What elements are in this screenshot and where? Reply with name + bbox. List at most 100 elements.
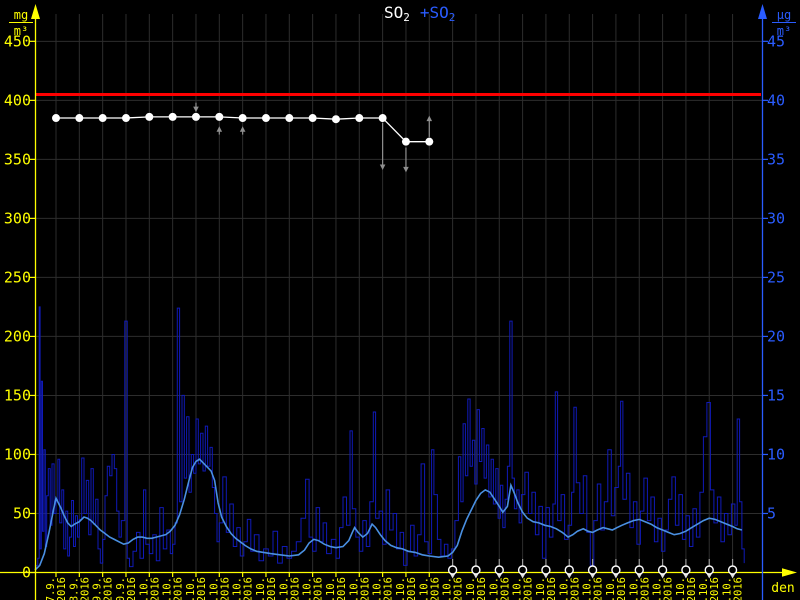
left-tick-label: 450 [4,32,31,50]
series-so2-daily-marker [75,114,84,123]
series-so2-daily-marker [425,137,434,146]
x-date-label: 1.10. [138,577,150,600]
x-year-label: 2016 [196,577,208,600]
right-axis-arrow [758,4,767,19]
x-date-label: 7.10. [278,577,290,600]
right-axis-unit: µg m³ [772,8,796,38]
axis-flag-circle [517,565,528,575]
chart-layers: 4504003503002502001501005004540353025201… [0,4,797,600]
marker-arrow-head [193,106,199,113]
x-year-label: 2016 [313,577,325,600]
right-unit-numerator: µg [777,8,791,22]
x-year-label: 2016 [56,577,68,600]
series-so2-hourly [34,306,745,570]
x-date-label: 17.10. [512,577,524,600]
right-tick-label: 5 [767,504,776,522]
left-axis-arrow [31,4,40,19]
axis-flag-circle [587,565,598,575]
marker-arrow-head [239,126,246,132]
x-year-label: 2016 [429,577,441,600]
axis-flag-arrow [660,574,666,579]
series-so2-daily-marker [308,114,317,123]
axis-flag-arrow [473,574,479,579]
x-date-label: 13.10. [418,577,430,600]
x-date-label: 23.10. [652,577,664,600]
title-series2: +SO [420,3,449,22]
x-date-label: 27.9. [45,577,57,600]
x-year-label: 2016 [476,577,488,600]
x-date-label: 24.10. [675,577,687,600]
right-tick-label: 40 [767,91,785,109]
series-so2-daily-marker [331,115,340,124]
axis-flag-circle [704,565,714,575]
x-year-label: 2016 [709,577,721,600]
marker-arrow-head [403,166,409,173]
x-year-label: 2016 [383,577,395,600]
x-year-label: 2016 [663,577,675,600]
series-so2-daily-marker [238,114,247,123]
x-date-label: 28.9. [68,577,80,600]
x-year-label: 2016 [453,577,465,600]
left-tick-label: 100 [4,445,31,463]
marker-arrow-head [379,164,386,170]
series-so2-daily-marker [378,114,387,123]
x-axis-arrow [782,568,797,577]
series-so2-daily-marker [215,112,224,121]
left-unit-numerator: mg [14,8,28,22]
series-so2-daily-marker [285,114,294,123]
axis-flag-circle [657,565,668,575]
x-year-label: 2016 [219,577,231,600]
x-date-label: 20.10. [582,577,594,600]
right-tick-label: 35 [767,150,785,168]
axis-flag-circle [471,565,481,575]
x-date-label: 16.10. [488,577,500,600]
axis-flag-circle [494,565,504,575]
axis-flag-arrow [613,574,619,579]
x-date-label: 29.9. [92,577,104,600]
chart-title: SO2 +SO2 [384,3,455,24]
x-year-label: 2016 [103,577,115,600]
x-year-label: 2016 [569,577,581,600]
x-year-label: 2016 [546,577,558,600]
left-tick-label: 250 [4,268,31,286]
x-date-label: 10.10. [348,577,360,600]
right-tick-label: 30 [767,209,785,227]
right-tick-label: 15 [767,386,785,404]
right-tick-label: 25 [767,268,785,286]
left-tick-label: 0 [22,564,31,582]
left-axis-unit: mg m³ [9,8,33,38]
axis-flag-circle [727,565,738,575]
left-tick-label: 150 [4,386,31,404]
axis-flag-arrow [590,574,596,579]
x-year-label: 2016 [149,577,161,600]
series-so2-daily-marker [401,137,410,146]
series-so2-daily-marker [191,112,200,121]
x-year-label: 2016 [336,577,348,600]
axis-flag-circle [447,565,458,575]
x-date-label: 26.10. [722,577,734,600]
x-date-label: 8.10. [302,577,314,600]
axis-flag-circle [681,565,691,575]
x-date-label: 30.9. [115,577,127,600]
axis-flag-arrow [683,574,689,579]
right-tick-label: 45 [767,32,785,50]
series-so2-daily-marker [355,114,364,123]
x-year-label: 2016 [686,577,698,600]
x-date-label: 12.10. [395,577,407,600]
x-date-label: 14.10. [442,577,454,600]
axis-flag-arrow [566,574,572,579]
x-year-label: 2016 [289,577,301,600]
axis-flag-arrow [543,574,549,579]
x-year-label: 2016 [616,577,628,600]
x-year-label: 2016 [126,577,138,600]
left-tick-label: 400 [4,91,31,109]
x-year-label: 2016 [79,577,91,600]
x-year-label: 2016 [243,577,255,600]
axis-flag-arrow [450,574,456,579]
right-tick-label: 20 [767,327,785,345]
x-date-label: 19.10. [558,577,570,600]
axis-flag-arrow [520,574,526,579]
x-date-label: 5.10. [232,577,244,600]
